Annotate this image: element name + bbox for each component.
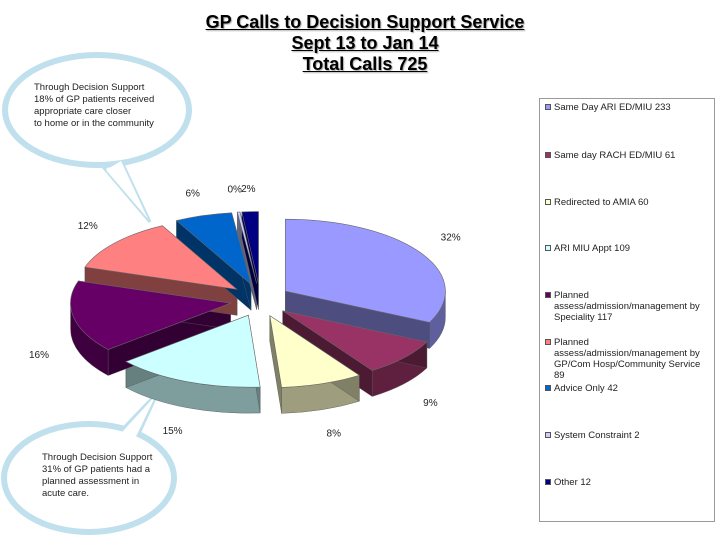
legend-label: Planned assess/admission/management by S… xyxy=(554,290,700,323)
pie-slice-label: 15% xyxy=(163,426,183,437)
legend-item: System Constraint 2 xyxy=(545,430,711,441)
pie-slice xyxy=(282,310,428,371)
legend-item: Planned assess/admission/management by G… xyxy=(545,337,711,381)
pie-slice xyxy=(241,211,259,284)
callout-line: to home or in the community xyxy=(34,118,154,129)
legend-label: Other 12 xyxy=(554,477,591,488)
pie-slice-label: 6% xyxy=(186,188,201,199)
legend-swatch xyxy=(545,479,551,485)
pie-slice xyxy=(125,314,261,388)
legend-swatch xyxy=(545,432,551,438)
legend-label: Planned assess/admission/management by G… xyxy=(554,337,701,381)
title-line: Sept 13 to Jan 14 xyxy=(291,33,439,53)
chart-legend: Same Day ARI ED/MIU 233 Same day RACH ED… xyxy=(539,98,715,522)
pie-slices: 32% 9% 8% 15% 16% 12% 6% 0% 2% xyxy=(29,184,461,440)
callout-line: Through Decision Support xyxy=(42,452,153,463)
legend-item: ARI MIU Appt 109 xyxy=(545,243,711,254)
legend-label: Same Day ARI ED/MIU 233 xyxy=(554,102,671,113)
pie-slice-label: 9% xyxy=(423,398,438,409)
legend-swatch xyxy=(545,152,551,158)
legend-swatch xyxy=(545,104,551,110)
callout-bubble-top xyxy=(2,52,192,223)
pie-slice-label: 32% xyxy=(441,232,461,243)
legend-item: Redirected to AMIA 60 xyxy=(545,197,711,208)
callout-line: 31% of GP patients had a xyxy=(42,464,151,475)
legend-item: Advice Only 42 xyxy=(545,383,711,394)
legend-item: Planned assess/admission/management by S… xyxy=(545,290,711,323)
legend-item: Other 12 xyxy=(545,477,711,488)
legend-swatch xyxy=(545,292,551,298)
legend-item: Same Day ARI ED/MIU 233 xyxy=(545,102,711,113)
pie-slice xyxy=(84,225,239,290)
callout-line: planned assessment in xyxy=(42,476,140,487)
pie-slice-label: 12% xyxy=(78,221,98,232)
pie-slice xyxy=(175,212,252,286)
callout-line: acute care. xyxy=(42,488,89,499)
pie-slice-label: 16% xyxy=(29,350,49,361)
callout-text-top: Through Decision Support 18% of GP patie… xyxy=(34,82,154,130)
callout-bubble-bottom xyxy=(1,390,177,535)
callout-line: 18% of GP patients received xyxy=(34,94,155,105)
legend-label: System Constraint 2 xyxy=(554,430,640,441)
pie-slice xyxy=(236,211,257,284)
legend-label: ARI MIU Appt 109 xyxy=(554,243,631,254)
legend-swatch xyxy=(545,245,551,251)
callout-text-bottom: Through Decision Support 31% of GP patie… xyxy=(42,452,152,500)
chart-title: GP Calls to Decision Support Service Sep… xyxy=(150,12,580,75)
legend-label: Redirected to AMIA 60 xyxy=(554,197,649,208)
pie-slice xyxy=(70,280,232,350)
legend-label: Same day RACH ED/MIU 61 xyxy=(554,150,676,161)
title-line: Total Calls 725 xyxy=(302,54,428,74)
pie-slice-label: 8% xyxy=(327,429,342,440)
pie-slice xyxy=(269,314,361,388)
pie-slice xyxy=(285,218,446,323)
title-line: GP Calls to Decision Support Service xyxy=(205,12,525,32)
callout-line: appropriate care closer xyxy=(34,106,132,117)
pie-slice-label: 0% xyxy=(227,184,242,195)
legend-item: Same day RACH ED/MIU 61 xyxy=(545,150,711,161)
legend-swatch xyxy=(545,199,551,205)
legend-swatch xyxy=(545,339,551,345)
callout-line: Through Decision Support xyxy=(34,82,145,93)
legend-swatch xyxy=(545,385,551,391)
pie-slice-label: 2% xyxy=(241,184,256,195)
legend-label: Advice Only 42 xyxy=(554,383,618,394)
